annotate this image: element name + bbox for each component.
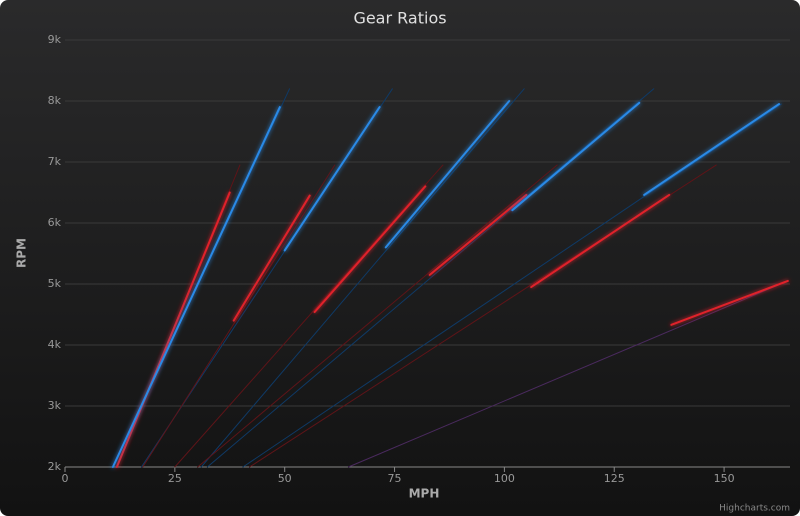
y-tick-label: 3k — [48, 399, 62, 412]
series-line — [511, 101, 641, 212]
series-line — [670, 279, 789, 326]
x-tick-label: 50 — [278, 472, 292, 485]
x-tick-label: 125 — [604, 472, 625, 485]
y-tick-label: 6k — [48, 216, 62, 229]
series-line — [111, 106, 281, 468]
series-line — [643, 103, 781, 196]
series-line — [242, 103, 782, 468]
x-tick-label: 0 — [62, 472, 69, 485]
y-axis-label: RPM — [15, 238, 29, 268]
y-tick-label: 2k — [48, 460, 62, 473]
series-line — [530, 193, 671, 289]
y-tick-label: 5k — [48, 277, 62, 290]
series-line — [283, 106, 381, 252]
series-line — [428, 193, 528, 276]
series-line — [232, 194, 311, 322]
series-line — [142, 164, 336, 468]
x-tick-label: 75 — [388, 472, 402, 485]
y-tick-label: 4k — [48, 338, 62, 351]
credits[interactable]: Highcharts.com — [719, 504, 790, 514]
chart-title: Gear Ratios — [353, 9, 446, 28]
series-line — [384, 100, 511, 249]
x-tick-label: 25 — [168, 472, 182, 485]
y-tick-label: 8k — [48, 94, 62, 107]
series-line — [197, 164, 558, 468]
x-axis-label: MPH — [409, 487, 440, 501]
x-tick-label: 100 — [494, 472, 515, 485]
series-line — [347, 280, 789, 468]
y-tick-label: 9k — [48, 33, 62, 46]
series-line — [200, 88, 525, 468]
series-line — [206, 88, 655, 468]
series-line — [174, 164, 444, 468]
series-line — [115, 191, 231, 468]
series-line — [313, 185, 427, 314]
y-tick-label: 7k — [48, 155, 62, 168]
x-tick-label: 150 — [714, 472, 735, 485]
